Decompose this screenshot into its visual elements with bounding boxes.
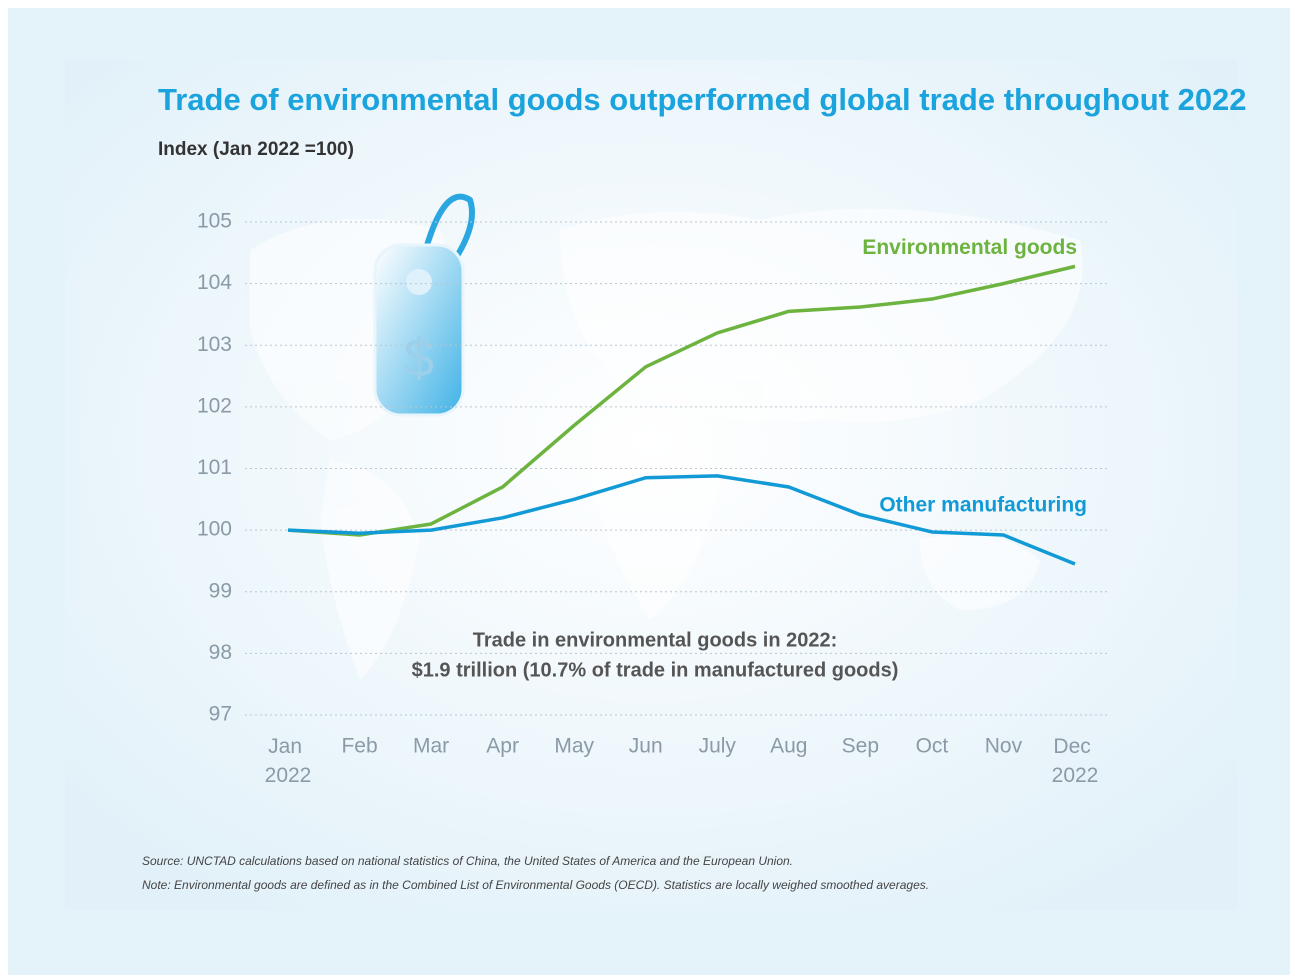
footnote: Note: Environmental goods are defined as… xyxy=(142,878,929,892)
y-tick-label: 100 xyxy=(197,518,232,541)
x-tick-label: Apr xyxy=(486,735,519,758)
source-note: Source: UNCTAD calculations based on nat… xyxy=(142,854,793,868)
x-tick-label: Feb xyxy=(341,735,377,758)
x-tick-label: Jun xyxy=(629,735,663,758)
annotation: Trade in environmental goods in 2022: xyxy=(473,629,838,651)
y-tick-label: 97 xyxy=(209,703,232,726)
x-tick-label: Mar xyxy=(413,735,449,758)
chart-title: Trade of environmental goods outperforme… xyxy=(158,82,1247,117)
y-tick-label: 103 xyxy=(197,333,232,356)
x-tick-label: Oct xyxy=(916,735,949,758)
y-tick-label: 99 xyxy=(209,579,232,602)
annotation: $1.9 trillion (10.7% of trade in manufac… xyxy=(412,659,899,681)
svg-text:$: $ xyxy=(404,328,434,388)
line-series xyxy=(287,474,1076,566)
series-label: Other manufacturing xyxy=(879,494,1087,517)
x-tick-label: Aug xyxy=(770,735,807,758)
world-map xyxy=(250,208,1083,680)
y-tick-label: 98 xyxy=(209,641,232,664)
y-tick-label: 104 xyxy=(197,271,232,294)
x-tick-label: Sep xyxy=(842,735,879,758)
y-tick-label: 102 xyxy=(197,394,232,417)
price-tag-icon: $ xyxy=(373,193,475,417)
x-tick-label: May xyxy=(554,735,594,758)
x-tick-label: Dec 2022 xyxy=(1052,735,1099,787)
y-tick-label: 101 xyxy=(197,456,232,479)
line-series xyxy=(287,264,1076,537)
y-axis-label: Index (Jan 2022 =100) xyxy=(158,139,354,160)
y-tick-label: 105 xyxy=(197,210,232,233)
x-tick-label: Nov xyxy=(985,735,1023,758)
x-tick-label: Jan 2022 xyxy=(265,735,312,787)
x-tick-label: July xyxy=(699,735,737,758)
series-label: Environmental goods xyxy=(862,236,1077,259)
